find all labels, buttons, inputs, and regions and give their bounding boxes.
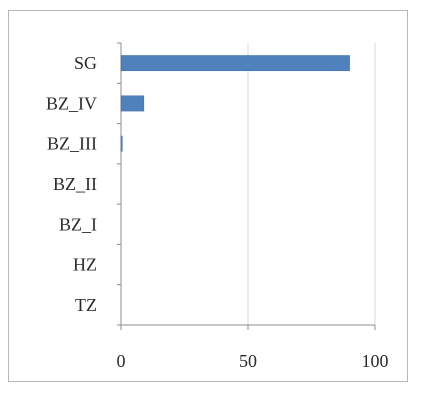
y-tick-label-5: HZ <box>73 255 97 275</box>
y-tick-label-1: BZ_IV <box>46 93 97 113</box>
bar-sg <box>120 55 350 72</box>
y-tick-label-0: SG <box>74 53 97 73</box>
y-tick-label-6: TZ <box>75 295 97 315</box>
y-tick-label-2: BZ_III <box>47 134 97 154</box>
chart-frame: SG BZ_IV BZ_III BZ_II BZ_I HZ TZ 0 50 100 <box>8 10 408 382</box>
bar-bz_iv <box>120 95 145 112</box>
y-tick-label-4: BZ_I <box>59 214 97 234</box>
bar-bz_iii <box>120 135 123 152</box>
bar-chart: SG BZ_IV BZ_III BZ_II BZ_I HZ TZ 0 50 100 <box>46 42 389 371</box>
y-tick-label-3: BZ_II <box>53 174 97 194</box>
x-tick-label-2: 100 <box>362 351 389 371</box>
x-tick-label-0: 0 <box>117 351 126 371</box>
x-tick-label-1: 50 <box>239 351 257 371</box>
